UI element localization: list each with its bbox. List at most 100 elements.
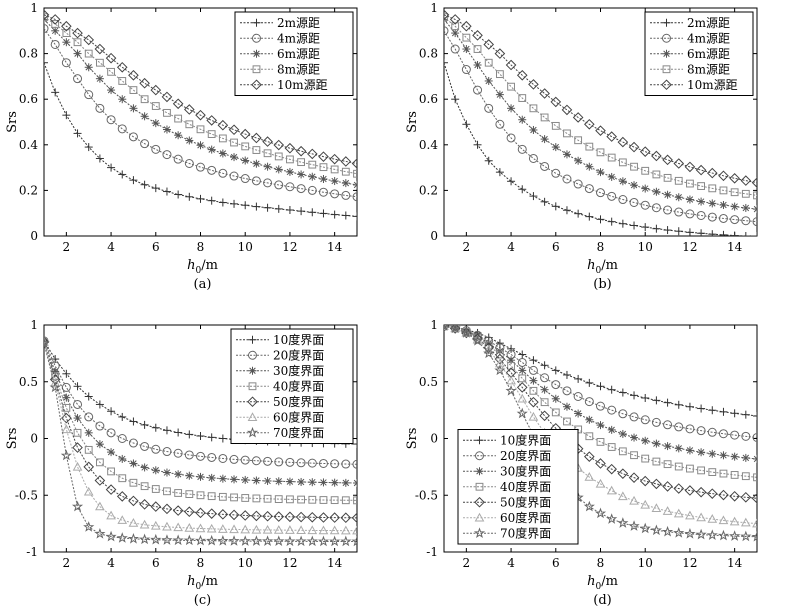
data-point-s5 [94, 43, 106, 55]
data-point-s7 [306, 535, 318, 547]
data-point-s3 [230, 475, 239, 484]
data-point-s3 [140, 463, 149, 472]
data-point-s6 [162, 521, 172, 531]
x-tick-label: 10 [638, 556, 653, 570]
data-point-s1 [162, 187, 171, 196]
data-point-s3 [308, 172, 317, 181]
data-point-s5 [351, 512, 357, 524]
data-point-s2 [296, 458, 306, 468]
data-point-s3 [62, 38, 71, 47]
data-point-s3 [540, 135, 549, 144]
data-point-s3 [574, 156, 583, 165]
data-point-s6 [329, 525, 340, 535]
data-point-s7 [194, 534, 207, 546]
data-point-s6 [318, 525, 329, 535]
data-point-s5 [639, 146, 651, 157]
data-point-s6 [206, 523, 217, 533]
data-point-s6 [450, 325, 461, 333]
data-point-s5 [595, 125, 606, 136]
data-point-s4 [62, 403, 71, 412]
data-point-s7 [729, 530, 741, 541]
data-point-s1 [697, 404, 706, 413]
data-point-s3 [196, 141, 205, 150]
data-point-s2 [240, 174, 250, 184]
data-point-s4 [563, 417, 571, 426]
data-point-s2 [207, 165, 217, 175]
legend-marker [252, 65, 261, 74]
legend-marker [662, 49, 671, 58]
legend-marker [661, 79, 672, 91]
y-tick-label: 0.4 [419, 138, 438, 152]
data-point-s7 [139, 533, 151, 545]
data-point-s1 [308, 208, 317, 217]
data-point-s7 [239, 535, 251, 546]
data-point-s1 [618, 219, 627, 228]
x-tick-label: 6 [152, 240, 160, 254]
data-point-s4 [286, 155, 294, 164]
data-point-s1 [62, 111, 71, 120]
data-point-s5 [318, 151, 329, 162]
data-point-s4 [95, 58, 104, 67]
data-point-s4 [185, 490, 194, 499]
data-point-s2 [352, 459, 357, 469]
data-point-s4 [330, 165, 339, 174]
data-point-s4 [118, 77, 127, 85]
data-point-s2 [140, 139, 150, 149]
data-point-s4 [297, 158, 306, 167]
data-point-s2 [573, 392, 583, 402]
y-tick-label: 0.6 [19, 92, 38, 106]
data-point-s4 [663, 173, 672, 182]
data-point-s7 [228, 535, 240, 546]
data-point-s7 [317, 535, 330, 547]
data-point-s2 [318, 187, 328, 197]
data-point-s1 [218, 198, 227, 207]
data-point-s3 [84, 63, 93, 72]
data-point-s4 [51, 20, 60, 28]
data-point-s1 [274, 204, 283, 213]
data-point-s2 [618, 195, 628, 205]
y-tick-label: 1 [30, 1, 38, 15]
data-point-s2 [44, 24, 49, 34]
data-point-s7 [273, 535, 285, 546]
data-point-s1 [685, 402, 694, 411]
data-point-s5 [239, 128, 251, 140]
data-point-s2 [640, 200, 650, 210]
data-point-s5 [49, 14, 61, 25]
data-point-s2 [229, 454, 239, 464]
data-point-s2 [752, 432, 757, 442]
legend-marker [662, 18, 671, 27]
data-point-s1 [84, 143, 93, 152]
legend-label: 40度界面 [500, 479, 551, 494]
data-point-s1 [107, 407, 116, 416]
data-point-s2 [251, 176, 261, 186]
data-point-s4 [551, 121, 560, 130]
data-point-s6 [673, 508, 684, 518]
data-point-s4 [218, 134, 227, 143]
data-point-s3 [607, 425, 616, 434]
chart-panel-d: 2 4 6 8 10 12 14 -1 -0.5 0 0.5 1 Srs h0/m (d) 10度界面 20度界… [400, 305, 795, 610]
data-point-s1 [540, 197, 549, 206]
data-point-s4 [297, 495, 306, 504]
data-point-s4 [140, 95, 149, 104]
data-point-s3 [263, 476, 272, 485]
data-point-s2 [162, 150, 172, 160]
data-point-s2 [218, 168, 228, 178]
data-point-s3 [507, 356, 516, 365]
data-point-s1 [540, 361, 549, 370]
data-point-s5 [494, 353, 506, 365]
data-point-s7 [183, 534, 195, 546]
data-point-s4 [185, 120, 194, 129]
data-point-s4 [563, 129, 571, 138]
data-point-s3 [551, 143, 560, 152]
data-point-s3 [741, 453, 750, 462]
data-point-s3 [95, 74, 104, 83]
data-point-s5 [449, 14, 461, 25]
legend-label: 40度界面 [273, 378, 324, 393]
data-point-s3 [630, 181, 639, 190]
data-point-s5 [528, 79, 539, 90]
data-point-s2 [685, 424, 695, 434]
data-point-s5 [329, 153, 340, 165]
data-point-s5 [329, 512, 340, 523]
data-point-s2 [730, 430, 740, 440]
